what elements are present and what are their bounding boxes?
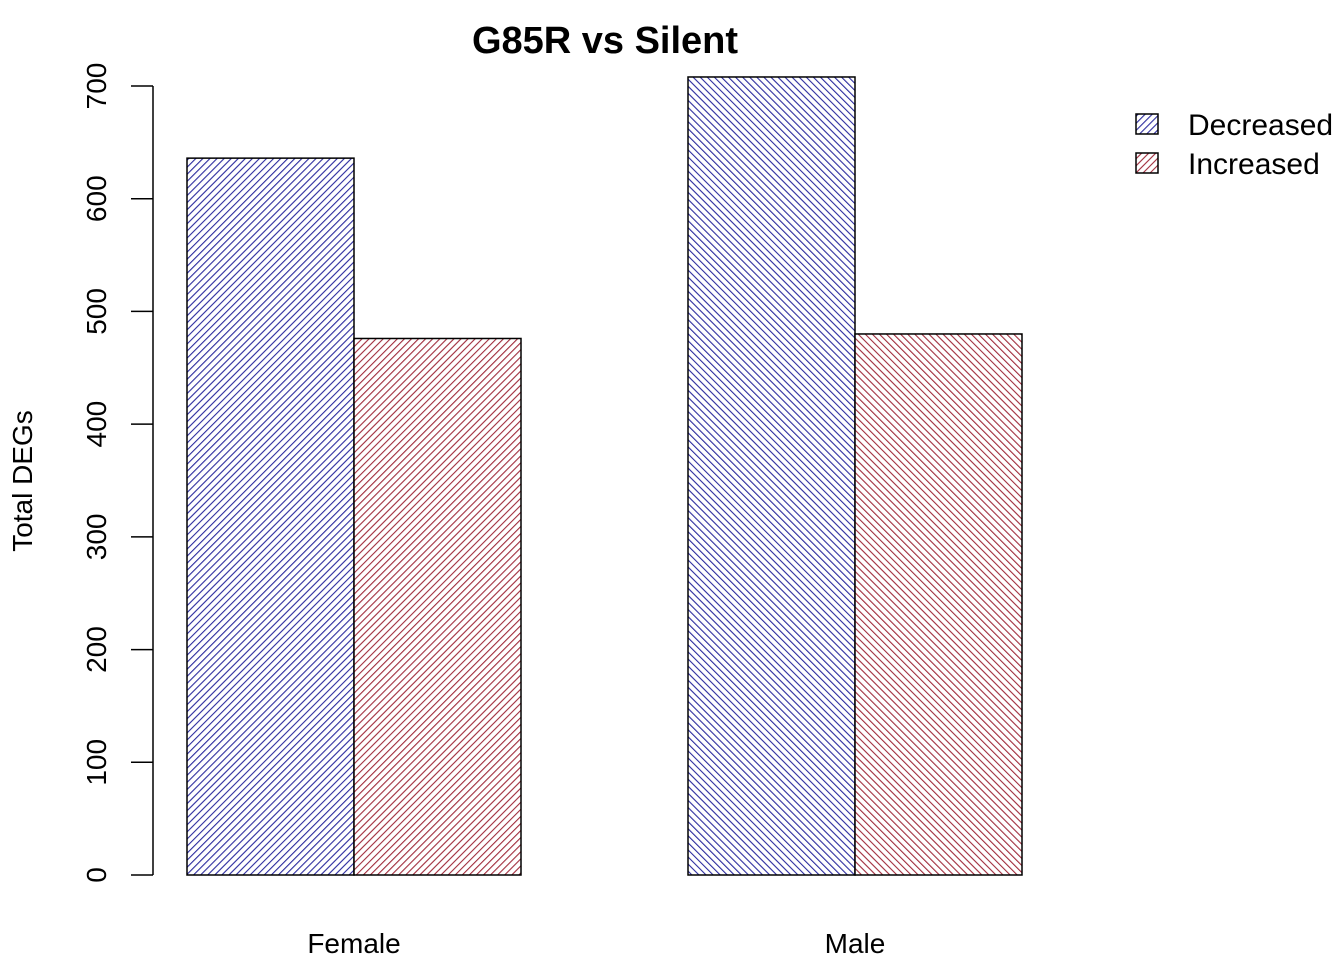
- bar-female-decreased: [186, 157, 355, 876]
- legend-label: Increased: [1188, 148, 1320, 181]
- legend-swatch-increased: [1135, 152, 1159, 174]
- y-tick-label: 500: [81, 288, 112, 335]
- y-tick-label: 300: [81, 513, 112, 560]
- y-tick-label: 400: [81, 401, 112, 448]
- y-tick-label: 200: [81, 626, 112, 673]
- legend: Decreased Increased: [1135, 109, 1333, 181]
- bar-female-increased: [353, 337, 522, 876]
- y-axis: 0 100 200 300 400 500 600 700: [81, 63, 154, 883]
- legend-label: Decreased: [1188, 109, 1333, 142]
- y-axis-label: Total DEGs: [7, 410, 38, 552]
- x-axis-labels: Female Male: [307, 928, 885, 959]
- y-tick-label: 600: [81, 175, 112, 222]
- y-tick-label: 700: [81, 63, 112, 110]
- x-tick-label: Female: [307, 928, 400, 959]
- y-tick-label: 100: [81, 739, 112, 786]
- x-tick-label: Male: [825, 928, 886, 959]
- bar-male-increased: [854, 333, 1023, 876]
- chart-title: G85R vs Silent: [472, 20, 738, 62]
- y-tick-label: 0: [81, 867, 112, 883]
- bar-male-decreased: [687, 76, 856, 876]
- legend-swatch-decreased: [1135, 113, 1159, 135]
- bars: [186, 76, 1023, 876]
